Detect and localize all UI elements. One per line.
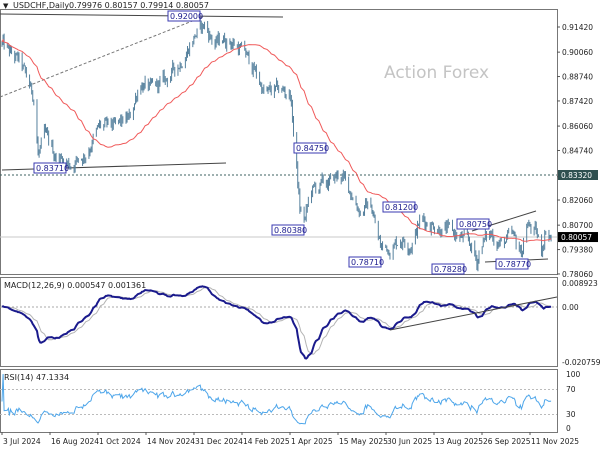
- price-tick-label: 0.79380: [562, 246, 593, 255]
- date-tick-label: 13 Aug 2025: [435, 437, 483, 446]
- rsi-tick: 100: [566, 370, 581, 379]
- price-label: 0.78710: [351, 258, 384, 267]
- price-tick-label: 0.91420: [562, 23, 593, 32]
- date-tick-label: 14 Feb 2025: [243, 437, 290, 446]
- price-label-box: [495, 258, 529, 270]
- resistance-trendline[interactable]: [0, 13, 284, 18]
- ohlc-readout: 0.79976 0.80157 0.79914 0.80057: [69, 1, 209, 10]
- moving-average-line: [1, 38, 552, 242]
- macd-panel-frame: [0, 277, 558, 367]
- price-label-box: [382, 201, 416, 213]
- price-label-box: [348, 256, 382, 268]
- macd-trendline[interactable]: [389, 296, 558, 331]
- rsi-panel-frame: [0, 369, 558, 433]
- current-price-box: [558, 232, 598, 243]
- rsi-tick: 70: [566, 385, 576, 394]
- price-label-box: [431, 263, 465, 275]
- price-tick-label: 0.82060: [562, 196, 593, 205]
- price-tick-label: 0.86060: [562, 122, 593, 131]
- watermark: Action Forex: [384, 63, 489, 83]
- date-axis: 3 Jul 2024 16 Aug 2024 1 Oct 2024 14 Nov 20…: [1, 432, 579, 446]
- symbol-label: USDCHF,Daily: [13, 1, 69, 10]
- price-bars: [1, 17, 552, 272]
- rsi-tick: 30: [566, 410, 576, 419]
- date-tick-label: 31 Dec 2024: [195, 437, 243, 446]
- price-tick-label: 0.84740: [562, 146, 593, 155]
- price-label: 0.80380: [274, 226, 307, 235]
- price-label: 0.78770: [498, 260, 531, 269]
- level-price-label: 0.83320: [561, 171, 592, 180]
- price-label: 0.81200: [385, 203, 418, 212]
- macd-tick: 0.008923: [562, 279, 598, 288]
- price-label-box: [293, 142, 327, 154]
- current-price-label: 0.80057: [561, 233, 592, 242]
- date-tick-label: 3 Jul 2024: [3, 437, 41, 446]
- price-label: 0.80750: [459, 220, 492, 229]
- price-tick-label: 0.90060: [562, 48, 593, 57]
- price-tick-label: 0.80700: [562, 221, 593, 230]
- date-tick-label: 16 Aug 2024: [51, 437, 99, 446]
- level-price-box: [558, 170, 598, 180]
- price-label-box: [33, 162, 67, 174]
- macd-tick: -0.020759: [562, 358, 600, 367]
- price-annotations: 0.92000 0.83710 0.84750 0.80380 0.78710 0.812…: [33, 10, 531, 275]
- price-label: 0.78280: [434, 265, 467, 274]
- price-panel-frame: [0, 9, 558, 275]
- date-tick-label: 1 Apr 2025: [291, 437, 333, 446]
- price-label-box: [456, 218, 490, 230]
- rsi-line: [1, 373, 552, 425]
- date-tick-label: 30 Jun 2025: [387, 437, 432, 446]
- date-tick-label: 26 Sep 2025: [483, 437, 531, 446]
- price-tick-label: 0.88740: [562, 73, 593, 82]
- macd-tick: 0.00: [562, 303, 579, 312]
- price-tick-label: 0.87420: [562, 97, 593, 106]
- macd-signal-line: [1, 287, 552, 355]
- price-axis: 0.91420 0.90060 0.88740 0.87420 0.86060 0.847…: [557, 23, 593, 279]
- price-label-box: [271, 224, 305, 236]
- date-tick-label: 1 Oct 2024: [99, 437, 141, 446]
- price-label: 0.84750: [296, 144, 329, 153]
- dotted-trendline[interactable]: [0, 15, 206, 98]
- date-tick-label: 11 Nov 2025: [531, 437, 579, 446]
- price-label-box: [167, 10, 201, 22]
- price-label: 0.83710: [36, 164, 69, 173]
- price-tick-label: 0.78060: [562, 270, 593, 279]
- macd-title: MACD(12,26,9) 0.000547 0.001361: [4, 281, 146, 290]
- rsi-title: RSI(14) 47.1334: [4, 373, 69, 382]
- dropdown-triangle-icon[interactable]: ▼: [3, 2, 9, 10]
- rsi-tick: 0: [566, 424, 571, 433]
- date-tick-label: 14 Nov 2024: [147, 437, 195, 446]
- date-tick-label: 15 May 2025: [339, 437, 388, 446]
- price-label: 0.92000: [170, 12, 203, 21]
- macd-main-line: [1, 285, 552, 360]
